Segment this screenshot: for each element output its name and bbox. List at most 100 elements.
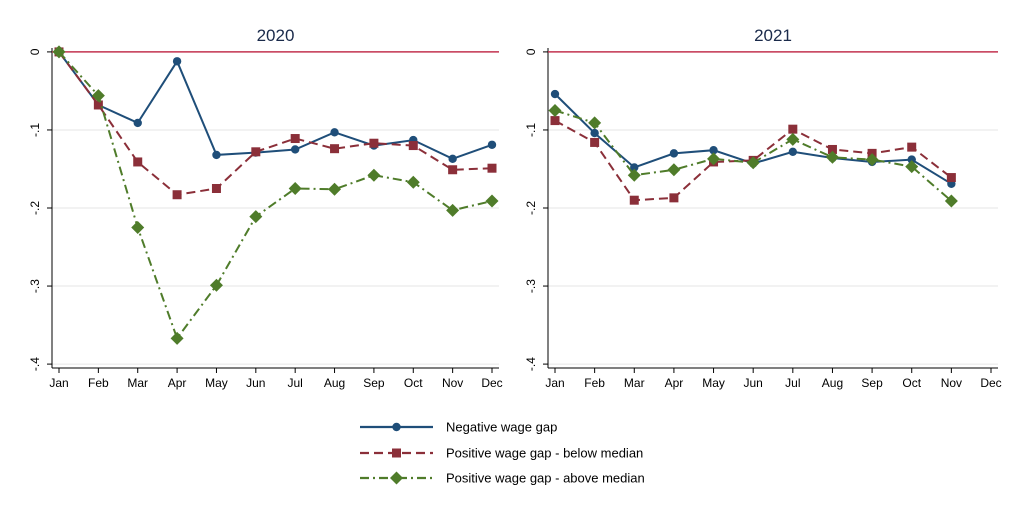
- x-tick-label: Jul: [288, 376, 303, 390]
- y-tick-label: -.3: [28, 279, 42, 293]
- x-tick-label: Sep: [363, 376, 385, 390]
- data-point: [944, 194, 958, 208]
- data-point: [550, 116, 560, 126]
- series-line: [58, 51, 493, 341]
- data-point: [172, 57, 182, 66]
- y-tick-label: 0: [524, 48, 538, 55]
- chart-panel-2021: 2021 0 -.1 -.2 -.3 -.4 Jan Feb Mar Apr May Jun Jul Au…: [524, 26, 1002, 390]
- data-point: [588, 116, 602, 130]
- data-point: [448, 165, 458, 175]
- x-tick-label: May: [205, 376, 228, 390]
- x-tick-label: Dec: [980, 376, 1001, 390]
- data-point: [52, 45, 66, 59]
- data-point: [172, 190, 182, 200]
- chart-panel-2020: 2020 0 -.1 -.2 -.3 -.4 Jan Feb Mar Apr May Jun Jul Au…: [28, 26, 503, 390]
- x-tick-label: Nov: [442, 376, 463, 390]
- x-tick-label: Apr: [665, 376, 684, 390]
- data-point: [788, 147, 798, 157]
- data-point: [487, 140, 497, 149]
- x-tick-label: Sep: [861, 376, 883, 390]
- y-tick-label: -.1: [28, 123, 42, 137]
- series-line: [554, 119, 953, 202]
- x-tick-label: Jun: [246, 376, 265, 390]
- data-point: [369, 138, 379, 148]
- data-point: [170, 331, 184, 345]
- data-point: [907, 155, 916, 164]
- y-tick-label: -.4: [524, 357, 538, 371]
- data-point: [709, 146, 718, 155]
- x-tick-label: May: [702, 376, 725, 390]
- data-point: [485, 194, 499, 208]
- data-point: [211, 183, 221, 193]
- data-point: [548, 103, 562, 117]
- legend-label: Negative wage gap: [446, 420, 557, 435]
- x-tick-label: Aug: [324, 376, 345, 390]
- data-point: [825, 150, 839, 164]
- chart-title: 2020: [257, 26, 295, 45]
- x-tick-label: Oct: [404, 376, 423, 390]
- data-point: [290, 134, 300, 144]
- x-tick-label: Dec: [481, 376, 502, 390]
- x-tick-label: Feb: [584, 376, 605, 390]
- data-point: [93, 100, 103, 110]
- data-point: [330, 128, 339, 137]
- data-point: [406, 175, 420, 189]
- x-tick-label: Aug: [822, 376, 843, 390]
- legend-marker: [390, 471, 403, 485]
- x-tick-label: Mar: [127, 376, 148, 390]
- data-point: [550, 89, 560, 99]
- data-point: [249, 210, 263, 224]
- series-line: [58, 51, 493, 160]
- series-line: [58, 51, 493, 196]
- data-point: [590, 137, 600, 147]
- y-tick-label: -.3: [524, 279, 538, 293]
- data-point: [133, 118, 142, 128]
- data-point: [630, 163, 639, 172]
- data-point: [328, 182, 342, 196]
- legend-marker: [392, 422, 401, 432]
- data-point: [590, 128, 599, 138]
- x-tick-label: Jul: [785, 376, 800, 390]
- data-point: [669, 193, 679, 203]
- data-point: [905, 160, 919, 174]
- data-point: [408, 141, 418, 151]
- data-point: [131, 221, 145, 235]
- legend-label: Positive wage gap - below median: [446, 446, 643, 461]
- data-point: [367, 168, 381, 182]
- data-point: [667, 163, 681, 177]
- x-tick-label: Jun: [744, 376, 763, 390]
- data-point: [707, 152, 721, 166]
- y-tick-label: -.1: [524, 123, 538, 137]
- x-tick-label: Jan: [49, 376, 68, 390]
- data-point: [448, 154, 457, 164]
- data-point: [865, 153, 879, 167]
- y-tick-label: -.2: [524, 201, 538, 215]
- data-point: [330, 144, 340, 154]
- data-point: [290, 145, 300, 154]
- y-tick-label: 0: [28, 48, 42, 55]
- data-point: [669, 149, 679, 158]
- chart-legend: Negative wage gap Positive wage gap - bel…: [360, 420, 645, 486]
- legend-marker: [392, 448, 401, 458]
- data-point: [487, 163, 497, 173]
- data-point: [91, 89, 105, 103]
- data-point: [209, 278, 223, 292]
- data-point: [288, 181, 302, 195]
- x-tick-label: Jan: [545, 376, 564, 390]
- data-point: [133, 157, 143, 167]
- data-point: [946, 173, 956, 183]
- data-point: [746, 156, 760, 170]
- data-point: [251, 147, 261, 157]
- data-point: [786, 132, 800, 146]
- data-point: [827, 144, 837, 154]
- x-tick-label: Mar: [624, 376, 645, 390]
- data-point: [212, 150, 221, 160]
- x-tick-label: Nov: [941, 376, 962, 390]
- data-point: [627, 168, 641, 182]
- data-point: [629, 195, 639, 205]
- data-point: [907, 142, 917, 152]
- legend-label: Positive wage gap - above median: [446, 471, 645, 486]
- data-point: [788, 124, 798, 134]
